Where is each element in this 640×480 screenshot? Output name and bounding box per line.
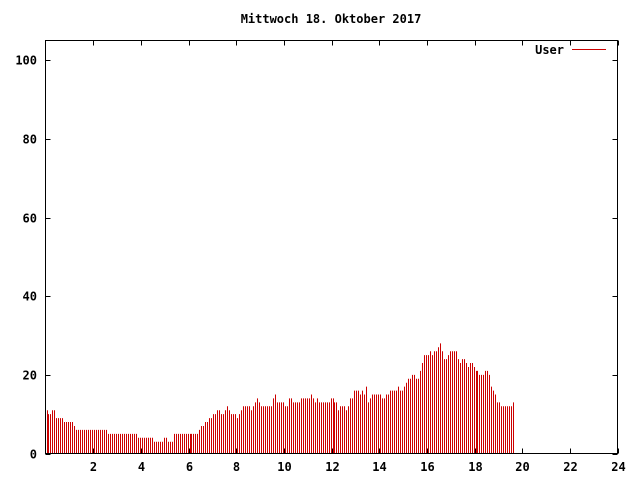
y-tick-label: 100: [15, 54, 37, 68]
legend-label-user: User: [535, 43, 564, 57]
legend: User: [535, 43, 606, 57]
x-tick-label: 18: [468, 460, 482, 474]
x-tick-label: 10: [277, 460, 291, 474]
x-tick-label: 22: [563, 460, 577, 474]
bars-layer: [47, 343, 514, 454]
x-tick-label: 4: [138, 460, 145, 474]
y-tick-label: 40: [23, 290, 37, 304]
x-tick-label: 14: [372, 460, 386, 474]
y-tick-label: 0: [30, 448, 37, 462]
plot-frame: [45, 40, 618, 454]
x-tick-label: 8: [233, 460, 240, 474]
x-tick-label: 20: [515, 460, 529, 474]
x-tick-label: 16: [420, 460, 434, 474]
x-tick-label: 6: [186, 460, 193, 474]
y-tick-label: 20: [23, 369, 37, 383]
y-tick-label: 80: [23, 133, 37, 147]
x-tick-label: 2: [90, 460, 97, 474]
x-tick-label: 24: [611, 460, 625, 474]
x-tick-label: 12: [325, 460, 339, 474]
chart-title: Mittwoch 18. Oktober 2017: [241, 12, 422, 26]
y-tick-label: 60: [23, 212, 37, 226]
